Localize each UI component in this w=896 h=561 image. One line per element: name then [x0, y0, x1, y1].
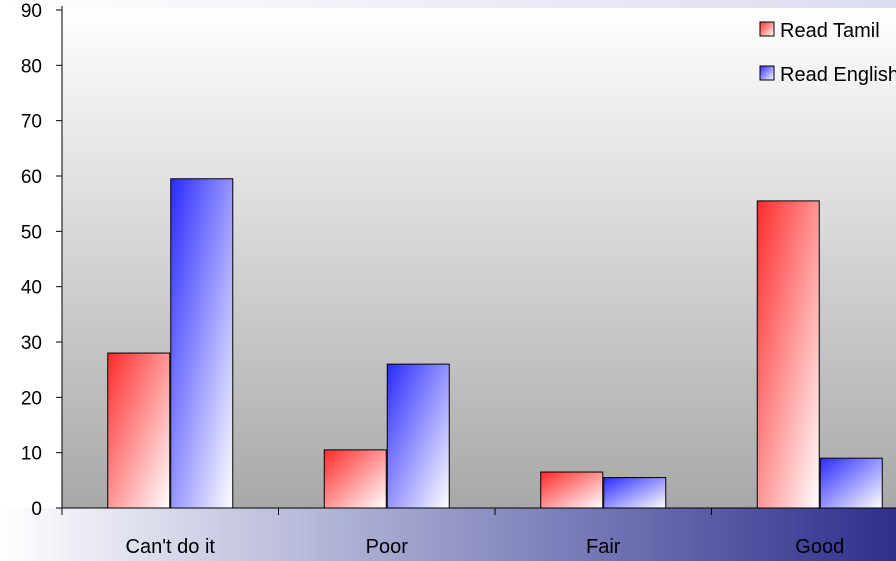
bar-read-tamil-can-t-do-it [107, 352, 171, 509]
y-tick-label: 80 [21, 56, 42, 77]
y-tick-label: 60 [21, 167, 42, 188]
legend-swatch-read-tamil [759, 21, 775, 37]
y-tick-label: 70 [21, 112, 42, 133]
x-tick-label-good: Good [795, 536, 844, 558]
axis-strip [0, 8, 62, 508]
top-strip [0, 0, 896, 8]
legend-label-read-tamil: Read Tamil [780, 20, 880, 42]
x-tick-label-can-t-do-it: Can't do it [126, 536, 216, 558]
bar-read-tamil-poor [323, 449, 387, 509]
bar-read-english-can-t-do-it [170, 178, 234, 509]
bar-read-english-fair [603, 477, 667, 509]
category-strip [0, 508, 896, 561]
x-tick-label-fair: Fair [586, 536, 621, 558]
bar-read-tamil-good [756, 200, 820, 509]
y-tick-label: 0 [31, 499, 42, 520]
bar-read-tamil-fair [540, 471, 604, 509]
legend: Read Tamil Read English [759, 20, 896, 86]
legend-label-read-english: Read English [780, 64, 896, 86]
bars [107, 178, 883, 509]
y-tick-label: 20 [21, 388, 42, 409]
y-tick-label: 30 [21, 333, 42, 354]
y-tick-label: 10 [21, 444, 42, 465]
legend-swatch-read-english [759, 65, 775, 81]
y-axis: 0 10 20 30 40 50 60 70 80 90 [21, 1, 63, 520]
y-tick-label: 40 [21, 278, 42, 299]
y-tick-label: 50 [21, 222, 42, 243]
y-tick-label: 90 [21, 1, 42, 22]
x-tick-label-poor: Poor [366, 536, 409, 558]
x-axis: Can't do it Poor Fair Good [61, 507, 896, 558]
bar-read-english-good [819, 457, 883, 509]
bar-read-english-poor [386, 363, 450, 509]
